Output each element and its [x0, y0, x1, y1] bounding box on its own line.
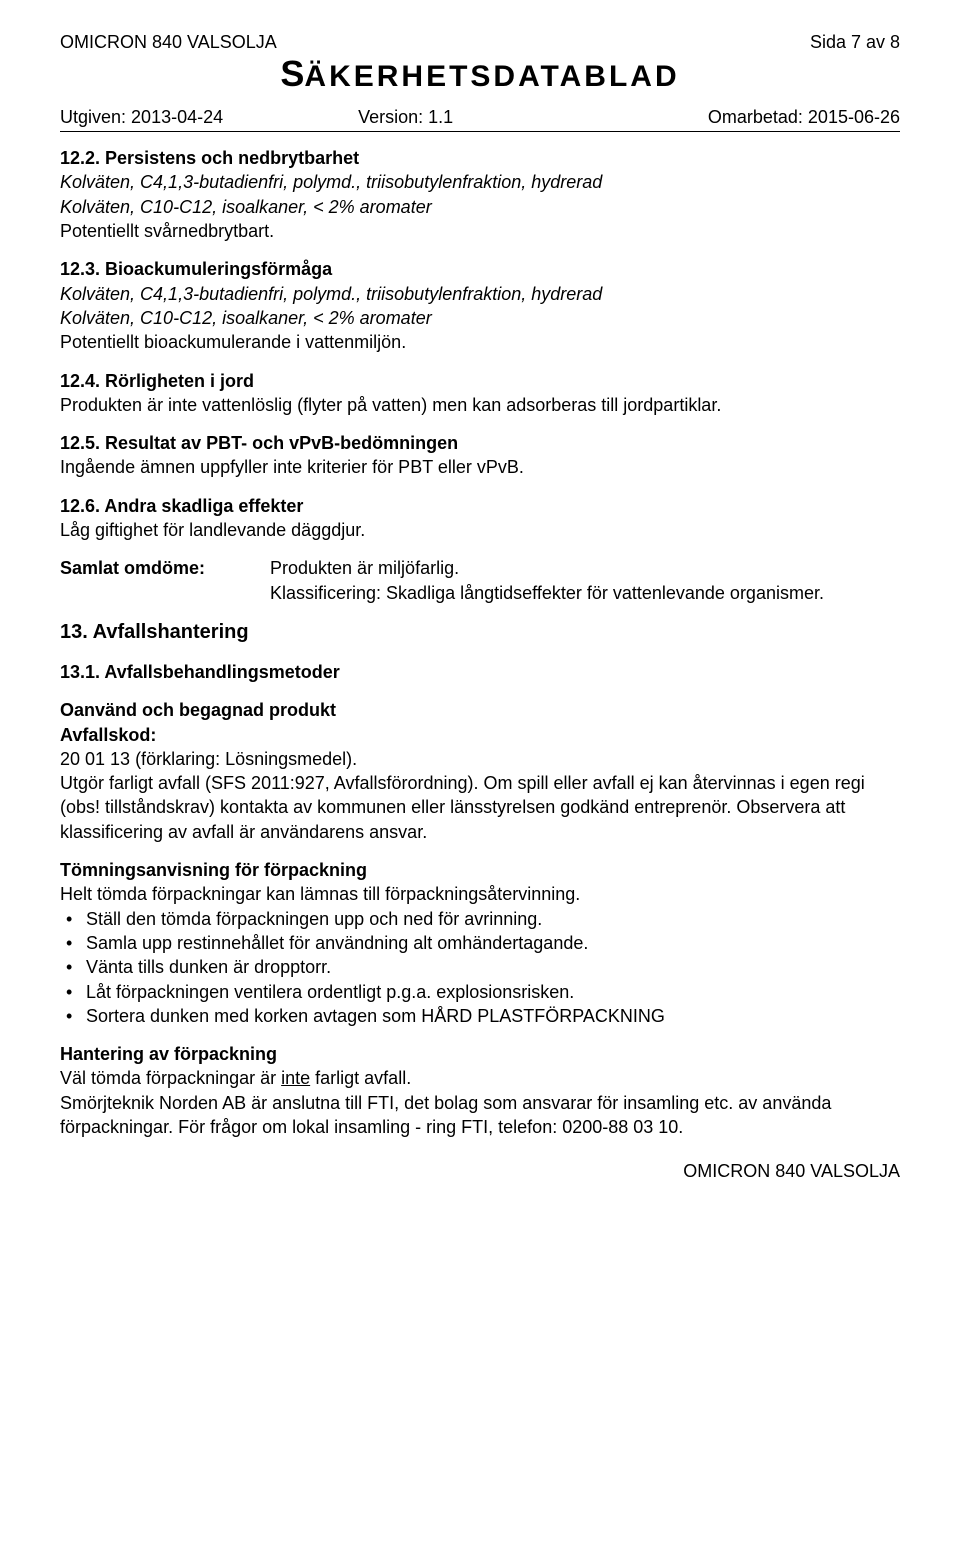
revised-label: Omarbetad:	[708, 107, 808, 127]
summary-line2: Klassificering: Skadliga långtidseffekte…	[270, 581, 900, 605]
title-rest: ÄKERHETSDATABLAD	[304, 60, 679, 93]
list-item: Sortera dunken med korken avtagen som HÅ…	[86, 1004, 900, 1028]
waste-code-text: 20 01 13 (förklaring: Lösningsmedel).	[60, 747, 900, 771]
summary-label: Samlat omdöme:	[60, 556, 270, 605]
section-12-3: 12.3. Bioackumuleringsförmåga Kolväten, …	[60, 257, 900, 354]
page-indicator: Sida 7 av 8	[810, 30, 900, 54]
handling-underline: inte	[281, 1068, 310, 1088]
section-13-1-head: 13.1. Avfallsbehandlingsmetoder	[60, 660, 900, 684]
handling-head: Hantering av förpackning	[60, 1042, 900, 1066]
footer-product: OMICRON 840 VALSOLJA	[60, 1159, 900, 1183]
emptying-intro: Helt tömda förpackningar kan lämnas till…	[60, 882, 900, 906]
unused-product-body: Utgör farligt avfall (SFS 2011:927, Avfa…	[60, 771, 900, 844]
section-12-6: 12.6. Andra skadliga effekter Låg giftig…	[60, 494, 900, 543]
handling-post: farligt avfall.	[310, 1068, 411, 1088]
section-12-2-line2: Kolväten, C10-C12, isoalkaner, < 2% arom…	[60, 195, 900, 219]
section-12-3-line2: Kolväten, C10-C12, isoalkaner, < 2% arom…	[60, 306, 900, 330]
issued-value: 2013-04-24	[131, 107, 223, 127]
meta-row: Utgiven: 2013-04-24 Version: 1.1 Omarbet…	[60, 105, 900, 132]
revised: Omarbetad: 2015-06-26	[629, 105, 900, 129]
product-name: OMICRON 840 VALSOLJA	[60, 30, 277, 54]
issued: Utgiven: 2013-04-24	[60, 105, 358, 129]
section-12-3-head: 12.3. Bioackumuleringsförmåga	[60, 257, 900, 281]
section-12-6-head: 12.6. Andra skadliga effekter	[60, 494, 900, 518]
summary-value: Produkten är miljöfarlig. Klassificering…	[270, 556, 900, 605]
document-title: SÄKERHETSDATABLAD	[60, 50, 900, 99]
title-first-letter: S	[280, 53, 304, 94]
section-12-2-line1: Kolväten, C4,1,3-butadienfri, polymd., t…	[60, 170, 900, 194]
section-12-3-line1: Kolväten, C4,1,3-butadienfri, polymd., t…	[60, 282, 900, 306]
section-12-4-head: 12.4. Rörligheten i jord	[60, 369, 900, 393]
summary-row: Samlat omdöme: Produkten är miljöfarlig.…	[60, 556, 900, 605]
summary-line1: Produkten är miljöfarlig.	[270, 556, 900, 580]
emptying-list: Ställ den tömda förpackningen upp och ne…	[60, 907, 900, 1028]
section-12-2-line3: Potentiellt svårnedbrytbart.	[60, 219, 900, 243]
section-12-5-head: 12.5. Resultat av PBT- och vPvB-bedömnin…	[60, 431, 900, 455]
version-value: 1.1	[428, 107, 453, 127]
unused-product-head: Oanvänd och begagnad produkt	[60, 698, 900, 722]
unused-product-block: Oanvänd och begagnad produkt Avfallskod:…	[60, 698, 900, 844]
issued-label: Utgiven:	[60, 107, 131, 127]
waste-code-label: Avfallskod:	[60, 723, 900, 747]
section-12-4: 12.4. Rörligheten i jord Produkten är in…	[60, 369, 900, 418]
handling-line1: Väl tömda förpackningar är inte farligt …	[60, 1066, 900, 1090]
emptying-head: Tömningsanvisning för förpackning	[60, 858, 900, 882]
revised-value: 2015-06-26	[808, 107, 900, 127]
emptying-block: Tömningsanvisning för förpackning Helt t…	[60, 858, 900, 1028]
version: Version: 1.1	[358, 105, 629, 129]
section-12-5-body: Ingående ämnen uppfyller inte kriterier …	[60, 455, 900, 479]
section-12-3-line3: Potentiellt bioackumulerande i vattenmil…	[60, 330, 900, 354]
handling-body: Smörjteknik Norden AB är anslutna till F…	[60, 1091, 900, 1140]
section-12-4-body: Produkten är inte vattenlöslig (flyter p…	[60, 393, 900, 417]
section-12-2-head: 12.2. Persistens och nedbrytbarhet	[60, 146, 900, 170]
handling-pre: Väl tömda förpackningar är	[60, 1068, 281, 1088]
section-12-5: 12.5. Resultat av PBT- och vPvB-bedömnin…	[60, 431, 900, 480]
section-13-head: 13. Avfallshantering	[60, 619, 900, 646]
list-item: Samla upp restinnehållet för användning …	[86, 931, 900, 955]
section-12-2: 12.2. Persistens och nedbrytbarhet Kolvä…	[60, 146, 900, 243]
list-item: Vänta tills dunken är dropptorr.	[86, 955, 900, 979]
list-item: Ställ den tömda förpackningen upp och ne…	[86, 907, 900, 931]
section-12-6-body: Låg giftighet för landlevande däggdjur.	[60, 518, 900, 542]
list-item: Låt förpackningen ventilera ordentligt p…	[86, 980, 900, 1004]
handling-block: Hantering av förpackning Väl tömda förpa…	[60, 1042, 900, 1139]
summary-label-text: Samlat omdöme	[60, 558, 199, 578]
version-label: Version:	[358, 107, 428, 127]
